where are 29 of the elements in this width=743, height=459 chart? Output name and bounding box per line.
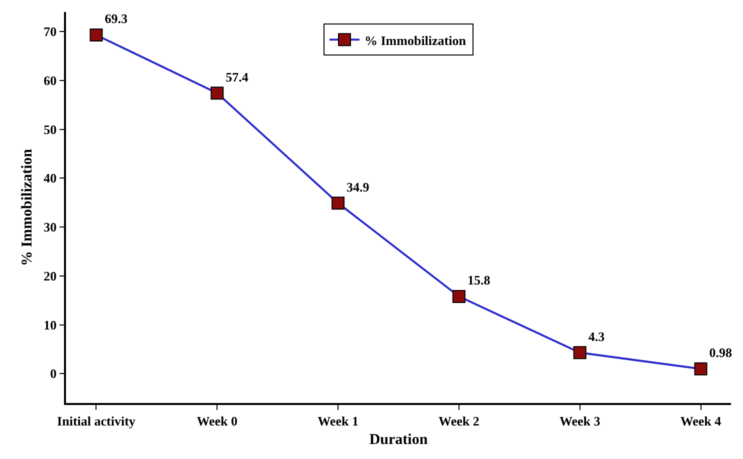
y-tick-label: 70 [44,24,57,40]
y-tick-label: 0 [50,366,57,382]
data-label: 4.3 [588,328,606,344]
point [210,86,224,100]
point [573,346,586,360]
legend-label: % Immobilization [364,32,467,48]
x-tick-label: Week 2 [438,413,480,428]
x-tick-label: Initial activity [57,413,136,428]
x-tick-label: Week 1 [318,413,358,428]
y-tick-label: 20 [44,268,57,284]
y-tick-label: 40 [44,170,57,186]
x-axis-title: Duration [369,432,428,448]
point [694,362,708,376]
x-tick-label: Week 0 [196,413,238,428]
data-label: 34.9 [346,179,370,194]
y-tick-label: 50 [44,122,57,137]
point [90,28,103,42]
x-tick-label: Week 3 [559,413,601,428]
y-tick-label: 60 [44,72,57,88]
data-label: 69.3 [104,11,128,26]
point [452,290,466,303]
data-label: 15.8 [467,272,491,288]
x-tick-label: Week 4 [680,413,722,428]
data-label: 57.4 [226,69,249,84]
y-axis-title: % Immobilization [19,148,36,266]
point [332,196,345,210]
data-label: 0.98 [709,345,733,360]
y-tick-label: 10 [44,317,57,332]
y-tick-label: 30 [44,220,57,235]
